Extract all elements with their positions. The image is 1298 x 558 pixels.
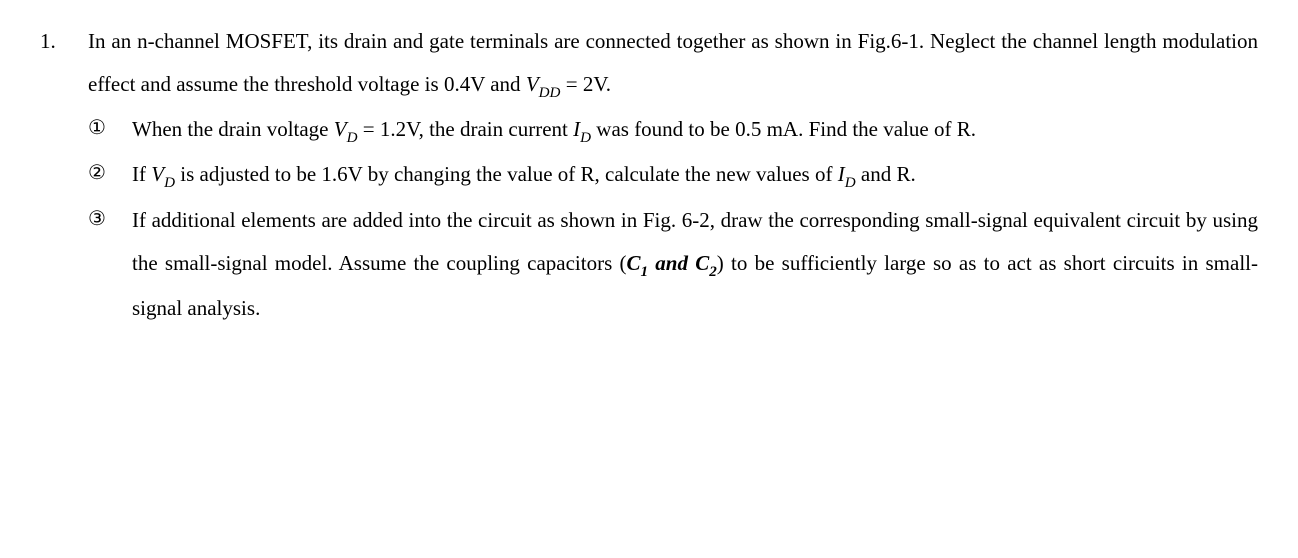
sub1-post: was found to be 0.5 mA. Find the value o… (591, 117, 976, 141)
c2-sub: 2 (709, 264, 717, 280)
sub1-vd-val: 1.2V (380, 117, 419, 141)
sub3-marker: ③ (88, 199, 132, 240)
vdd-subscript: DD (539, 85, 561, 101)
question-body: In an n-channel MOSFET, its drain and ga… (88, 20, 1258, 330)
sub3-c1: C1 (626, 251, 648, 275)
sub2-mid2: by changing the value of R, calculate th… (362, 162, 837, 186)
c2-sym: C (695, 251, 709, 275)
sub3-text: If additional elements are added into th… (132, 199, 1258, 330)
subquestion-3: ③ If additional elements are added into … (88, 199, 1258, 330)
intro-and: and (485, 72, 526, 96)
intro-end: . (606, 72, 611, 96)
intro-text-1: In an n-channel MOSFET, its drain and ga… (88, 29, 1258, 96)
sub1-marker: ① (88, 108, 132, 149)
circled-3-icon: ③ (88, 199, 106, 240)
threshold-voltage: 0.4V (444, 72, 485, 96)
sub1-text: When the drain voltage VD = 1.2V, the dr… (132, 108, 1258, 153)
circled-1-icon: ① (88, 108, 106, 149)
subquestion-2: ② If VD is adjusted to be 1.6V by changi… (88, 153, 1258, 198)
question-intro: In an n-channel MOSFET, its drain and ga… (88, 20, 1258, 108)
sub2-text: If VD is adjusted to be 1.6V by changing… (132, 153, 1258, 198)
sub3-c2: C2 (695, 251, 717, 275)
sub1-vd-sub: D (347, 130, 358, 146)
subquestion-1: ① When the drain voltage VD = 1.2V, the … (88, 108, 1258, 153)
sub2-id-sym: I (838, 162, 845, 186)
sub2-vd-val: 1.6V (321, 162, 362, 186)
sub1-mid: , the drain current (419, 117, 574, 141)
question-number: 1. (40, 20, 88, 63)
sub1-id-sub: D (580, 130, 591, 146)
circled-2-icon: ② (88, 153, 106, 194)
vdd-symbol: V (526, 72, 539, 96)
sub2-pre: If (132, 162, 151, 186)
sub1-vd-sym: V (334, 117, 347, 141)
vdd-value: 2V (583, 72, 606, 96)
sub3-and: and (648, 251, 695, 275)
c1-sym: C (626, 251, 640, 275)
sub2-id-sub: D (845, 175, 856, 191)
sub1-pre: When the drain voltage (132, 117, 334, 141)
sub2-vd-sub: D (164, 175, 175, 191)
sub2-post: and R. (856, 162, 916, 186)
sub2-mid1: is adjusted to be (175, 162, 321, 186)
c1-sub: 1 (641, 264, 649, 280)
intro-eq: = (560, 72, 582, 96)
sub2-vd-sym: V (151, 162, 164, 186)
sub1-eq: = (358, 117, 380, 141)
sub2-marker: ② (88, 153, 132, 194)
question-block: 1. In an n-channel MOSFET, its drain and… (40, 20, 1258, 330)
